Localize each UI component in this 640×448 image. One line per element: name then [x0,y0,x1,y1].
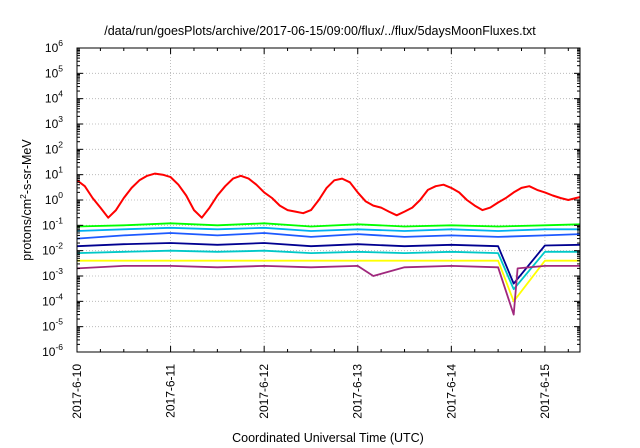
y-tick-label: 103 [45,114,63,131]
x-tick-label: 2017-6-12 [257,364,271,419]
y-tick-label: 102 [45,139,63,156]
y-tick-label: 105 [45,63,63,80]
y-tick-label: 10-2 [42,241,63,258]
y-tick-label: 104 [45,89,63,106]
y-tick-label: 106 [45,38,63,55]
series-layer [76,172,581,316]
series-line-1 [76,172,581,219]
series-line-3 [76,226,580,232]
x-tick-label: 2017-6-10 [70,364,84,419]
y-tick-label: 10-6 [42,342,63,359]
chart-title: /data/run/goesPlots/archive/2017-06-15/0… [104,24,536,38]
x-tick-label: 2017-6-13 [351,364,365,419]
y-tick-label: 10-5 [42,317,63,334]
series-line-2 [76,222,581,228]
y-tick-label: 100 [45,190,63,207]
y-tick-label: 101 [45,165,63,182]
y-tick-label: 10-3 [42,266,63,283]
y-axis-label: protons/cm2-s-sr-MeV [18,139,34,261]
x-tick-label: 2017-6-14 [444,364,458,419]
x-tick-label: 2017-6-15 [538,364,552,419]
x-tick-label: 2017-6-11 [164,364,178,418]
x-axis-label: Coordinated Universal Time (UTC) [232,431,424,445]
series-line-5 [76,242,581,285]
y-tick-label: 10-1 [42,215,63,232]
series-line-4 [76,232,581,240]
series-line-7 [77,259,580,303]
y-tick-label: 10-4 [42,291,63,308]
y-axis: 10-6 10-5 10-4 10-3 10-2 10-1 100 101 102 103 104 1… [42,38,580,359]
series-line-8 [76,264,580,316]
x-axis: 2017-6-10 2017-6-11 2017-6-12 2017-6-13 2017… [70,48,569,419]
series-line-6 [76,249,580,291]
grid-layer [76,48,580,352]
